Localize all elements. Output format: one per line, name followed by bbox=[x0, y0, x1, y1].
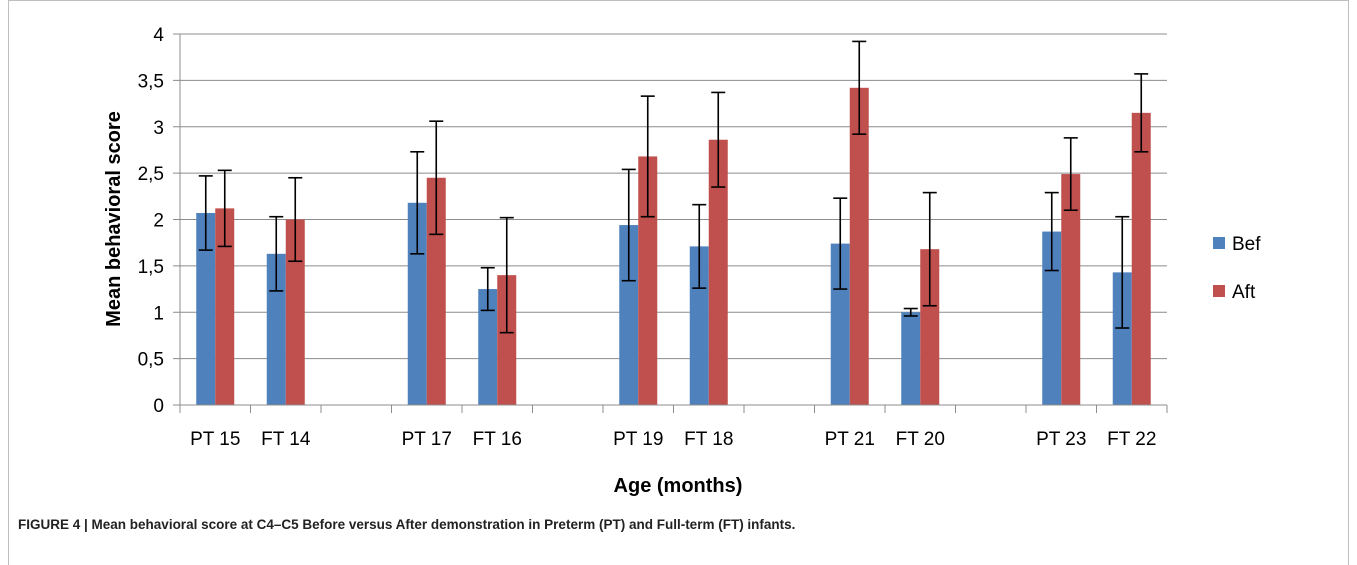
bar-aft bbox=[920, 249, 940, 405]
bar-bef bbox=[1112, 272, 1132, 405]
bar-bef bbox=[689, 246, 709, 405]
x-tick-label: FT 14 bbox=[261, 429, 311, 450]
x-tick-label: FT 18 bbox=[684, 429, 733, 450]
bar-bef bbox=[478, 289, 498, 405]
y-tick-label: 4 bbox=[153, 25, 164, 46]
x-tick-label: FT 22 bbox=[1107, 429, 1156, 450]
bar-chart: 00,511,522,533,54 PT 15 FT 14 PT 17 FT 16 PT… bbox=[103, 25, 1261, 497]
y-tick-label: 2,5 bbox=[138, 164, 164, 185]
x-axis-title: Age (months) bbox=[614, 475, 743, 497]
figure-caption: FIGURE 4 | Mean behavioral score at C4–C… bbox=[18, 517, 796, 532]
x-tick-label: PT 19 bbox=[613, 429, 663, 450]
bar-aft bbox=[215, 208, 235, 405]
bar-aft bbox=[849, 87, 869, 406]
bar-aft bbox=[1131, 112, 1151, 406]
legend-label-bef: Bef bbox=[1232, 234, 1261, 255]
bar-bef bbox=[830, 243, 850, 405]
y-tick-label: 1,5 bbox=[138, 257, 164, 278]
y-tick-label: 2 bbox=[153, 211, 164, 232]
bar-aft bbox=[708, 139, 728, 406]
bar-bef bbox=[196, 213, 216, 405]
x-tick-label: PT 15 bbox=[190, 429, 240, 450]
y-tick-label: 0,5 bbox=[138, 350, 164, 371]
bar-bef bbox=[901, 312, 921, 405]
x-tick-label: FT 16 bbox=[473, 429, 522, 450]
y-tick-label: 3 bbox=[153, 118, 164, 139]
bar-bef bbox=[1042, 231, 1062, 405]
y-tick-labels: 0 0,5 1 1,5 2 2,5 3 3,5 4 bbox=[138, 25, 165, 417]
bar-aft bbox=[497, 275, 517, 405]
bar-aft bbox=[638, 156, 658, 405]
x-tick-label: PT 21 bbox=[825, 429, 875, 450]
axes bbox=[179, 34, 1168, 413]
figure-frame bbox=[8, 0, 1349, 565]
legend-swatch-aft bbox=[1213, 285, 1225, 297]
y-axis-title: Mean behavioral score bbox=[103, 111, 125, 327]
gridlines bbox=[173, 33, 1167, 406]
y-tick-label: 1 bbox=[153, 303, 164, 324]
y-tick-label: 3,5 bbox=[138, 71, 164, 92]
error-bars bbox=[198, 40, 1149, 334]
bar-bef bbox=[619, 225, 639, 405]
x-tick-label: PT 23 bbox=[1036, 429, 1086, 450]
x-tick-label: PT 17 bbox=[402, 429, 452, 450]
bars bbox=[196, 87, 1151, 406]
x-tick-label: FT 20 bbox=[896, 429, 945, 450]
legend-label-aft: Aft bbox=[1232, 282, 1256, 303]
legend-swatch-bef bbox=[1213, 237, 1225, 249]
legend: Bef Aft bbox=[1213, 234, 1261, 303]
bar-aft bbox=[285, 219, 305, 405]
x-tick-labels: PT 15 FT 14 PT 17 FT 16 PT 19 FT 18 PT 21 FT 20… bbox=[190, 429, 1156, 450]
y-tick-label: 0 bbox=[153, 396, 164, 417]
bar-aft bbox=[1061, 174, 1081, 405]
